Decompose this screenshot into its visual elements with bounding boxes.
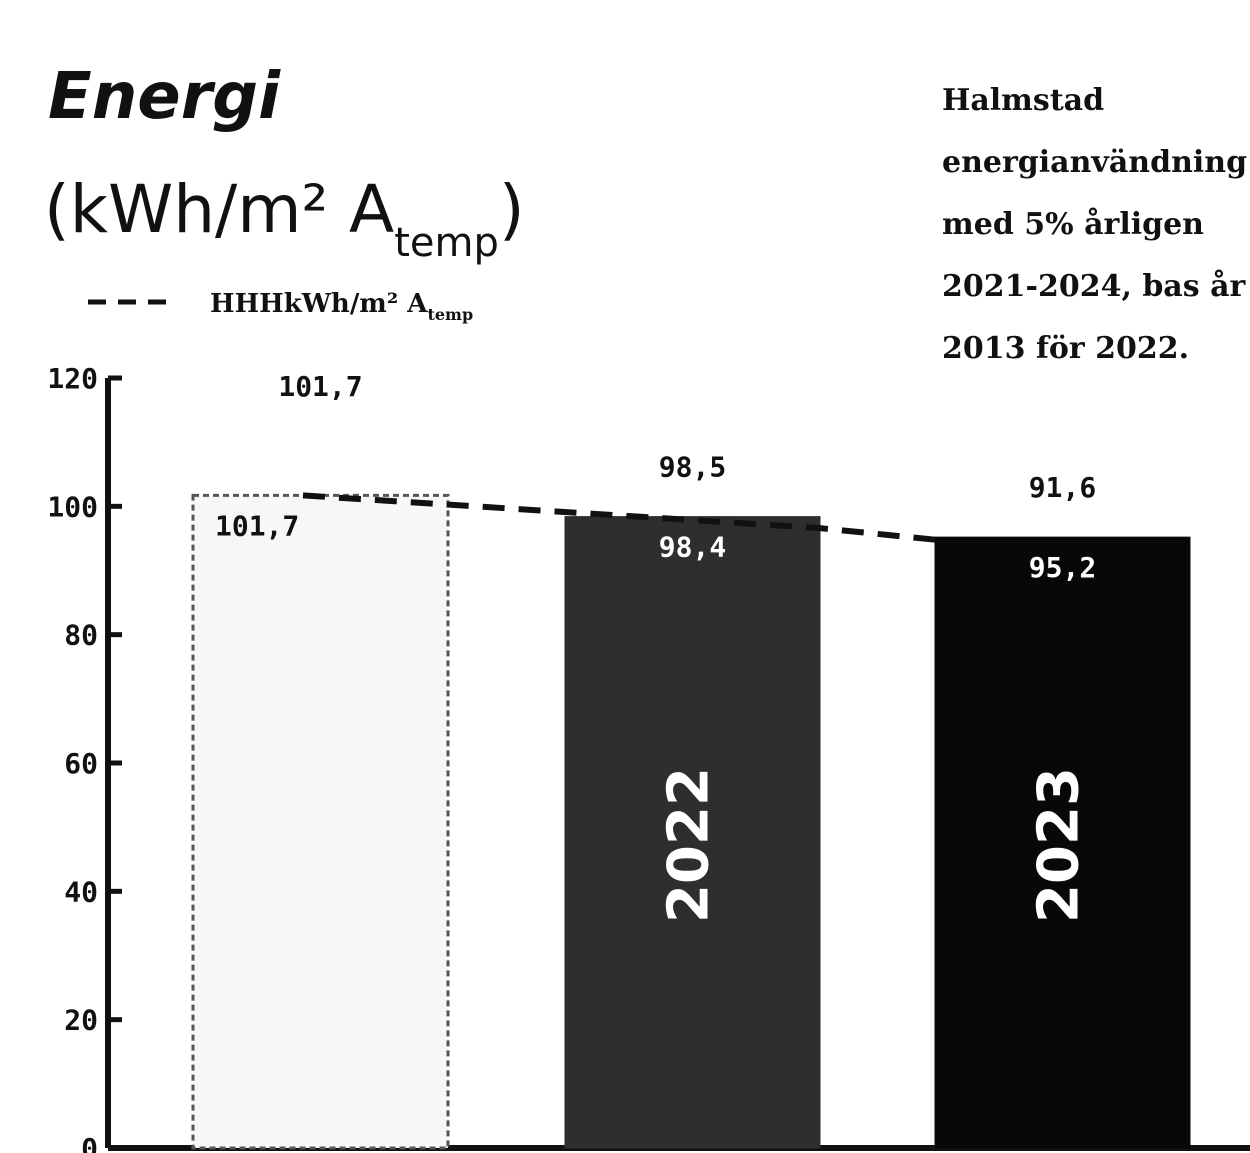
chart-title: Energi bbox=[48, 60, 281, 134]
side-note-line: energianvändning bbox=[942, 145, 1247, 180]
chart-unit-prefix: (kWh/m² A bbox=[44, 171, 394, 248]
y-tick-label: 0 bbox=[81, 1132, 98, 1153]
bar-top-label: 101,7 bbox=[278, 370, 362, 403]
bar-value-label: 98,4 bbox=[659, 531, 726, 564]
bar-top-label: 91,6 bbox=[1029, 471, 1096, 504]
chart-unit-suffix: ) bbox=[499, 171, 525, 248]
side-note-line: 2013 för 2022. bbox=[942, 331, 1189, 366]
y-tick-label: 120 bbox=[47, 362, 98, 395]
side-note: Halmstad energianvändning med 5% årligen… bbox=[942, 83, 1247, 366]
bar-value-label: 101,7 bbox=[215, 509, 299, 542]
legend-label-main: HHHkWh/m² A bbox=[210, 289, 428, 319]
bar bbox=[564, 516, 821, 1149]
chart-unit: (kWh/m² Atemp) bbox=[44, 171, 525, 266]
side-note-line: Halmstad bbox=[942, 83, 1104, 118]
legend-label-sub: temp bbox=[427, 305, 473, 324]
bar-category-label: 2023 bbox=[1027, 767, 1092, 923]
chart-unit-sub: temp bbox=[394, 220, 499, 266]
bar bbox=[191, 493, 450, 1150]
y-tick-label: 40 bbox=[64, 875, 98, 908]
side-note-line: med 5% årligen bbox=[942, 207, 1204, 242]
y-tick-label: 80 bbox=[64, 619, 98, 652]
target-dashed-line bbox=[302, 492, 936, 543]
y-tick-label: 20 bbox=[64, 1004, 98, 1037]
y-tick-label: 60 bbox=[64, 747, 98, 780]
bar bbox=[934, 536, 1191, 1149]
bar-top-label: 98,5 bbox=[659, 451, 726, 484]
bar-value-label: 95,2 bbox=[1029, 551, 1096, 584]
side-note-line: 2021-2024, bas år bbox=[942, 269, 1247, 304]
legend-label: HHHkWh/m² Atemp bbox=[210, 289, 473, 324]
bar-category-label: 2022 bbox=[657, 767, 722, 923]
plot-area: 0 20 40 60 80 100 120 101,7 101,7 98,4 2022 98,5 95,… bbox=[47, 362, 1250, 1153]
y-tick-label: 100 bbox=[47, 490, 98, 523]
